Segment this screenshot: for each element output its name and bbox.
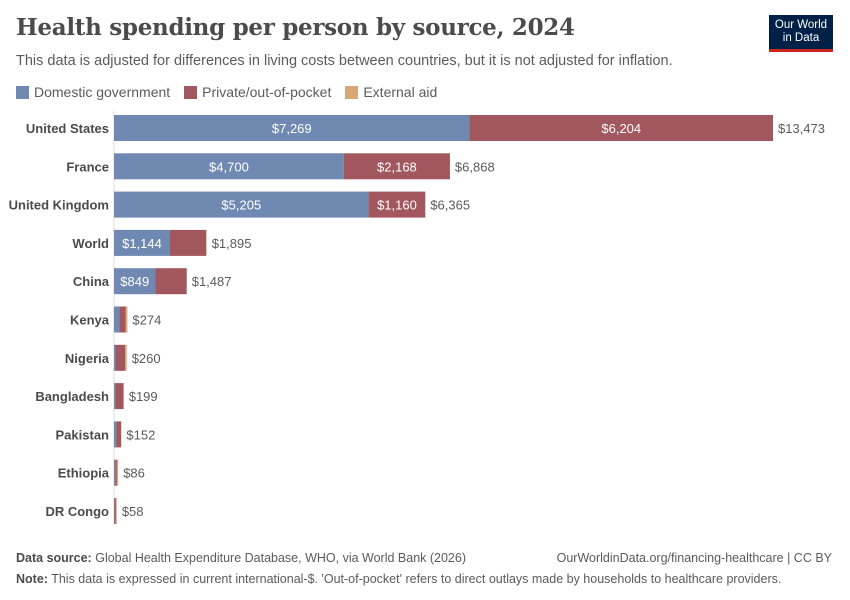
bar-segment bbox=[114, 383, 116, 410]
bar-segment bbox=[206, 229, 207, 256]
owid-logo[interactable]: Our World in Data bbox=[769, 15, 833, 52]
bar-segment bbox=[125, 306, 128, 333]
bar-segment bbox=[115, 344, 126, 371]
category-label: Nigeria bbox=[65, 351, 110, 366]
legend-label: Private/out-of-pocket bbox=[202, 84, 332, 100]
bar-segment bbox=[114, 268, 156, 295]
legend-swatch bbox=[345, 85, 359, 99]
bar-segment bbox=[115, 459, 117, 486]
chart-subtitle: This data is adjusted for differences in… bbox=[16, 53, 673, 69]
bar-segment bbox=[155, 268, 187, 295]
bar-segment bbox=[125, 344, 127, 371]
total-label: $274 bbox=[132, 313, 161, 328]
category-label: DR Congo bbox=[45, 504, 109, 519]
total-label: $1,487 bbox=[192, 274, 232, 289]
bar-segment bbox=[116, 459, 119, 486]
source-text[interactable]: Global Health Expenditure Database, WHO,… bbox=[95, 551, 467, 565]
source-label: Data source: bbox=[16, 551, 92, 565]
chart-title: Health spending per person by source, 20… bbox=[16, 14, 575, 41]
total-label: $1,895 bbox=[212, 236, 252, 251]
category-label: Ethiopia bbox=[58, 466, 110, 481]
note: Note: This data is expressed in current … bbox=[16, 569, 832, 590]
bar-segment bbox=[368, 191, 426, 218]
total-label: $260 bbox=[132, 351, 161, 366]
legend-label: Domestic government bbox=[34, 84, 171, 100]
legend-swatch bbox=[184, 85, 198, 99]
bar-value-label: $6,204 bbox=[601, 121, 641, 136]
source-url[interactable]: OurWorldinData.org/financing-healthcare … bbox=[556, 551, 832, 565]
bar-value-label: $849 bbox=[120, 274, 149, 289]
bar-segment bbox=[114, 229, 170, 256]
bar-value-label: $1,160 bbox=[377, 198, 417, 213]
total-label: $199 bbox=[129, 389, 158, 404]
note-label: Note: bbox=[16, 572, 48, 586]
legend-swatch bbox=[16, 85, 29, 99]
bar-segment bbox=[114, 115, 470, 141]
total-label: $6,365 bbox=[430, 198, 470, 213]
legend-label: External aid bbox=[363, 84, 438, 100]
bar-segment bbox=[116, 421, 122, 448]
bar-segment bbox=[115, 383, 124, 410]
category-label: France bbox=[66, 159, 109, 174]
category-label: Kenya bbox=[70, 313, 110, 328]
bar-segment bbox=[343, 153, 450, 180]
total-label: $152 bbox=[126, 427, 155, 442]
bar-segment bbox=[114, 153, 344, 180]
bar-chart: United States $7,269 $6,204 $13,473 France $4… bbox=[9, 111, 825, 525]
bar-value-label: $2,168 bbox=[377, 159, 417, 174]
bar-segment bbox=[114, 421, 117, 448]
category-label: Bangladesh bbox=[35, 389, 109, 404]
bar-segment bbox=[114, 191, 369, 218]
legend-item[interactable]: Private/out-of-pocket bbox=[184, 84, 331, 100]
legend-item[interactable]: External aid bbox=[345, 84, 437, 100]
footer: Data source: Global Health Expenditure D… bbox=[16, 548, 832, 590]
legend: Domestic government Private/out-of-pocket… bbox=[16, 84, 437, 100]
bar-segment bbox=[469, 115, 773, 141]
total-label: $13,473 bbox=[778, 121, 825, 136]
total-label: $86 bbox=[123, 466, 145, 481]
bar-segment bbox=[114, 459, 116, 486]
bar-segment bbox=[115, 498, 117, 524]
category-label: China bbox=[73, 274, 110, 289]
bar-value-label: $1,144 bbox=[122, 236, 162, 251]
bar-segment bbox=[114, 498, 116, 524]
category-label: World bbox=[72, 236, 109, 251]
bar-segment bbox=[114, 344, 116, 371]
bar-value-label: $7,269 bbox=[272, 121, 312, 136]
bar-segment bbox=[119, 306, 126, 333]
note-text: This data is expressed in current intern… bbox=[51, 572, 782, 586]
bar-value-label: $4,700 bbox=[209, 159, 249, 174]
total-label: $6,868 bbox=[455, 159, 495, 174]
category-label: United States bbox=[26, 121, 109, 136]
data-source: Data source: Global Health Expenditure D… bbox=[16, 548, 832, 569]
total-label: $58 bbox=[122, 504, 144, 519]
bar-segment bbox=[169, 229, 207, 256]
bar-segment bbox=[114, 306, 120, 333]
category-label: Pakistan bbox=[56, 427, 110, 442]
category-label: United Kingdom bbox=[9, 198, 109, 213]
bar-value-label: $5,205 bbox=[221, 198, 261, 213]
legend-item[interactable]: Domestic government bbox=[16, 84, 170, 100]
